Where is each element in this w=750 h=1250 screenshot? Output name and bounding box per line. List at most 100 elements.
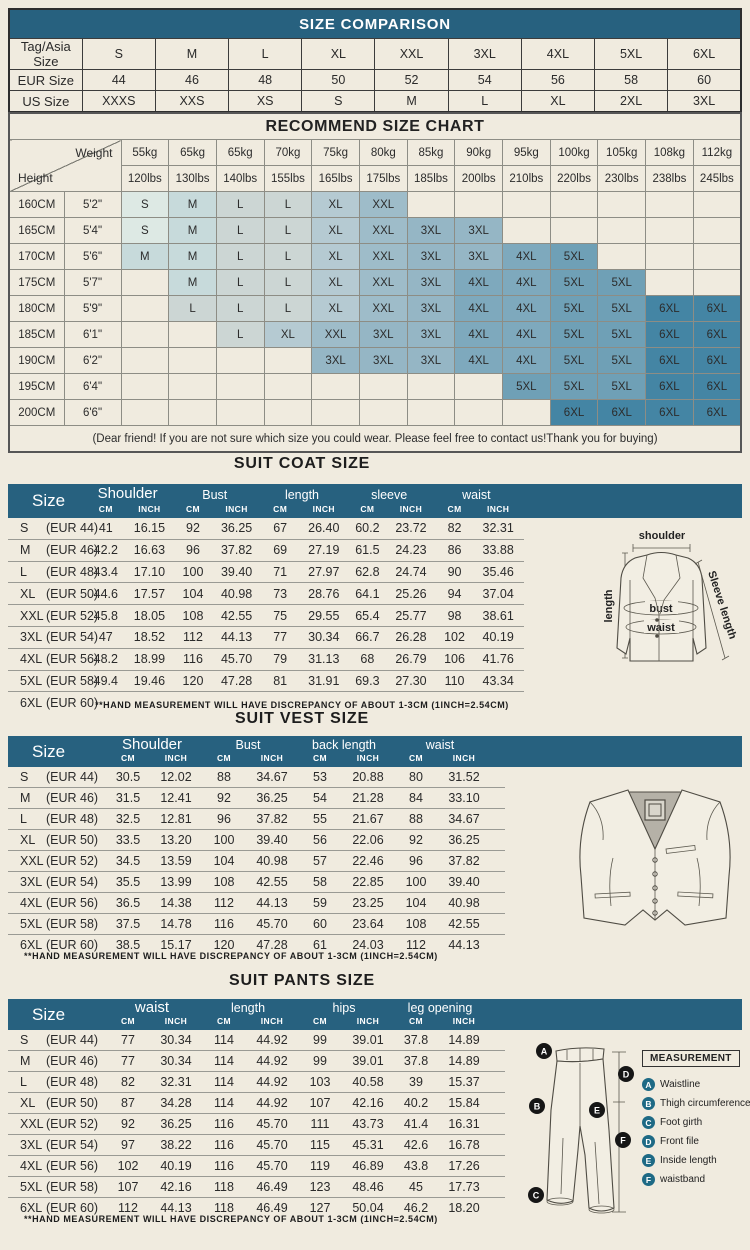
coat-row-eur: (EUR 44) <box>46 521 99 536</box>
recommend-size-cell: 6XL <box>692 399 742 426</box>
pants-value-cell: 114 <box>214 1096 234 1110</box>
recommend-size-cell: XXL <box>358 295 408 322</box>
pants-value-cell: 18.20 <box>448 1201 480 1215</box>
size-comparison-cell: 58 <box>593 69 669 91</box>
vest-unit-header: INCH <box>260 753 284 763</box>
coat-value-cell: 38.61 <box>482 608 514 623</box>
size-comparison-cell: M <box>154 38 230 70</box>
pants-row-eur: (EUR 54) <box>46 1138 99 1152</box>
pants-value-cell: 82 <box>121 1075 135 1089</box>
size-comparison-cell: XXXS <box>81 90 156 113</box>
vest-value-cell: 88 <box>217 770 231 784</box>
pants-group-header: hips <box>332 1001 356 1015</box>
size-comparison-cell: XL <box>301 38 376 70</box>
size-comparison-row: EUR Size 44 46 48 50 52 54 56 58 60 <box>8 69 742 91</box>
suit-vest-note: **HAND MEASUREMENT WILL HAVE DISCREPANCY… <box>24 951 438 961</box>
vest-row-eur: (EUR 52) <box>46 854 99 868</box>
height-ft-cell: 5'9" <box>63 295 122 322</box>
corner-height-label: Height <box>18 171 53 185</box>
vest-value-cell: 15.17 <box>160 938 192 952</box>
size-comparison-row-label: EUR Size <box>8 69 83 91</box>
vest-row-eur: (EUR 50) <box>46 833 99 847</box>
recommend-height-row: 165CM 5'4" S M L L XL XXL 3XL 3XL <box>8 217 742 244</box>
vest-value-cell: 21.67 <box>352 812 384 826</box>
corner-weight-label: Weight <box>75 146 113 160</box>
recommend-size-cell <box>263 347 313 374</box>
weight-lbs-cell: 220lbs <box>549 165 599 192</box>
pants-value-cell: 39.01 <box>352 1054 384 1068</box>
coat-row: 5XL (EUR 58) 49.4 19.46 120 47.28 81 31.91 69.3 2… <box>8 671 524 693</box>
vest-group-header: waist <box>425 738 455 752</box>
vest-value-cell: 35.5 <box>115 875 141 889</box>
vest-value-cell: 37.5 <box>115 917 141 931</box>
vest-row: 4XL (EUR 56) 36.5 14.38 112 44.13 59 23.25 104 40… <box>8 893 505 914</box>
coat-row: M (EUR 46) 42.2 16.63 96 37.82 69 27.19 61.5 24.2… <box>8 540 524 562</box>
height-ft-cell: 6'1" <box>63 321 122 348</box>
coat-note: **HAND MEASUREMENT WILL HAVE DISCREPANCY… <box>95 699 509 710</box>
pants-value-cell: 43.73 <box>352 1117 384 1131</box>
coat-row: 6XL (EUR 60) **HAND MEASUREMENT WILL HAVE … <box>8 692 524 713</box>
coat-value-cell: 43.34 <box>482 673 514 688</box>
recommend-height-row: 195CM 6'4" 5XL 5XL 5XL 6XL 6XL <box>8 373 742 400</box>
pants-value-cell: 46.49 <box>256 1201 288 1215</box>
weight-lbs-cell: 130lbs <box>168 165 217 192</box>
pants-value-cell: 40.2 <box>403 1096 429 1110</box>
recommend-size-cell <box>454 191 503 218</box>
coat-row-size: M <box>20 543 31 558</box>
height-weight-corner-cell: Weight Height <box>8 139 122 192</box>
recommend-size-cell: XXL <box>358 217 408 244</box>
recommend-size-cell <box>120 347 170 374</box>
height-ft-cell: 6'6" <box>63 399 122 426</box>
pants-row-label: 3XL (EUR 54) <box>8 1138 104 1152</box>
coat-value-cell: 79 <box>273 652 288 667</box>
pants-row-size: M <box>20 1054 31 1068</box>
recommend-size-cell: S <box>120 191 170 218</box>
legend-letter-icon: A <box>642 1078 655 1091</box>
recommend-size-cell <box>502 399 551 426</box>
recommend-size-cell <box>549 217 599 244</box>
legend-letter-icon: F <box>642 1173 655 1186</box>
pants-value-cell: 102 <box>117 1159 139 1173</box>
coat-unit-header: INCH <box>399 504 423 514</box>
pants-value-cell: 40.58 <box>352 1075 384 1089</box>
recommend-height-row: 200CM 6'6" 6XL 6XL 6XL 6XL <box>8 399 742 426</box>
pants-unit-header: CM <box>120 1016 136 1026</box>
coat-value-cell: 37.82 <box>220 543 253 558</box>
height-cm-cell: 195CM <box>8 373 65 400</box>
coat-value-cell: 36.25 <box>220 521 253 536</box>
measurement-legend-item: D Front file <box>642 1132 750 1151</box>
pants-value-cell: 15.84 <box>448 1096 480 1110</box>
size-comparison-cell: 3XL <box>447 38 522 70</box>
pants-row: L (EUR 48) 82 32.31 114 44.92 103 40.58 39 15.37 <box>8 1072 505 1093</box>
recommend-size-cell <box>358 373 408 400</box>
coat-unit-header: INCH <box>225 504 248 514</box>
recommend-size-chart-table: RECOMMEND SIZE CHART Weight Height 55kg 65k… <box>8 112 742 453</box>
size-comparison-cell: 48 <box>228 69 303 91</box>
vest-value-cell: 40.98 <box>256 854 288 868</box>
size-comparison-cell: L <box>228 38 303 70</box>
recommend-size-cell <box>406 191 456 218</box>
recommend-size-cell: L <box>215 321 265 348</box>
pants-row-label: S (EUR 44) <box>8 1033 104 1047</box>
coat-value-cell: 112 <box>183 630 203 645</box>
pants-value-cell: 15.37 <box>448 1075 480 1089</box>
size-comparison-title: SIZE COMPARISON <box>8 8 742 39</box>
vest-value-cell: 13.20 <box>160 833 192 847</box>
coat-value-cell: 82 <box>447 521 462 536</box>
jacket-length-label: length <box>603 589 615 622</box>
pants-value-cell: 107 <box>309 1096 331 1110</box>
vest-size-header: Size <box>32 741 66 761</box>
coat-row: XL (EUR 50) 44.6 17.57 104 40.98 73 28.76 64.1 25… <box>8 583 524 606</box>
recommend-size-cell: 4XL <box>502 295 551 322</box>
weight-kg-cell: 90kg <box>454 139 503 166</box>
vest-row-label: 4XL (EUR 56) <box>8 896 104 910</box>
pants-value-cell: 44.92 <box>256 1033 288 1047</box>
recommend-size-cell: 3XL <box>406 243 456 270</box>
coat-row-eur: (EUR 48) <box>46 564 99 579</box>
coat-value-cell: 68 <box>360 652 375 667</box>
coat-value-cell: 26.28 <box>395 630 427 645</box>
pants-row-label: XL (EUR 50) <box>8 1096 104 1110</box>
vest-value-cell: 31.52 <box>448 770 480 784</box>
weight-kg-cell: 85kg <box>406 139 456 166</box>
